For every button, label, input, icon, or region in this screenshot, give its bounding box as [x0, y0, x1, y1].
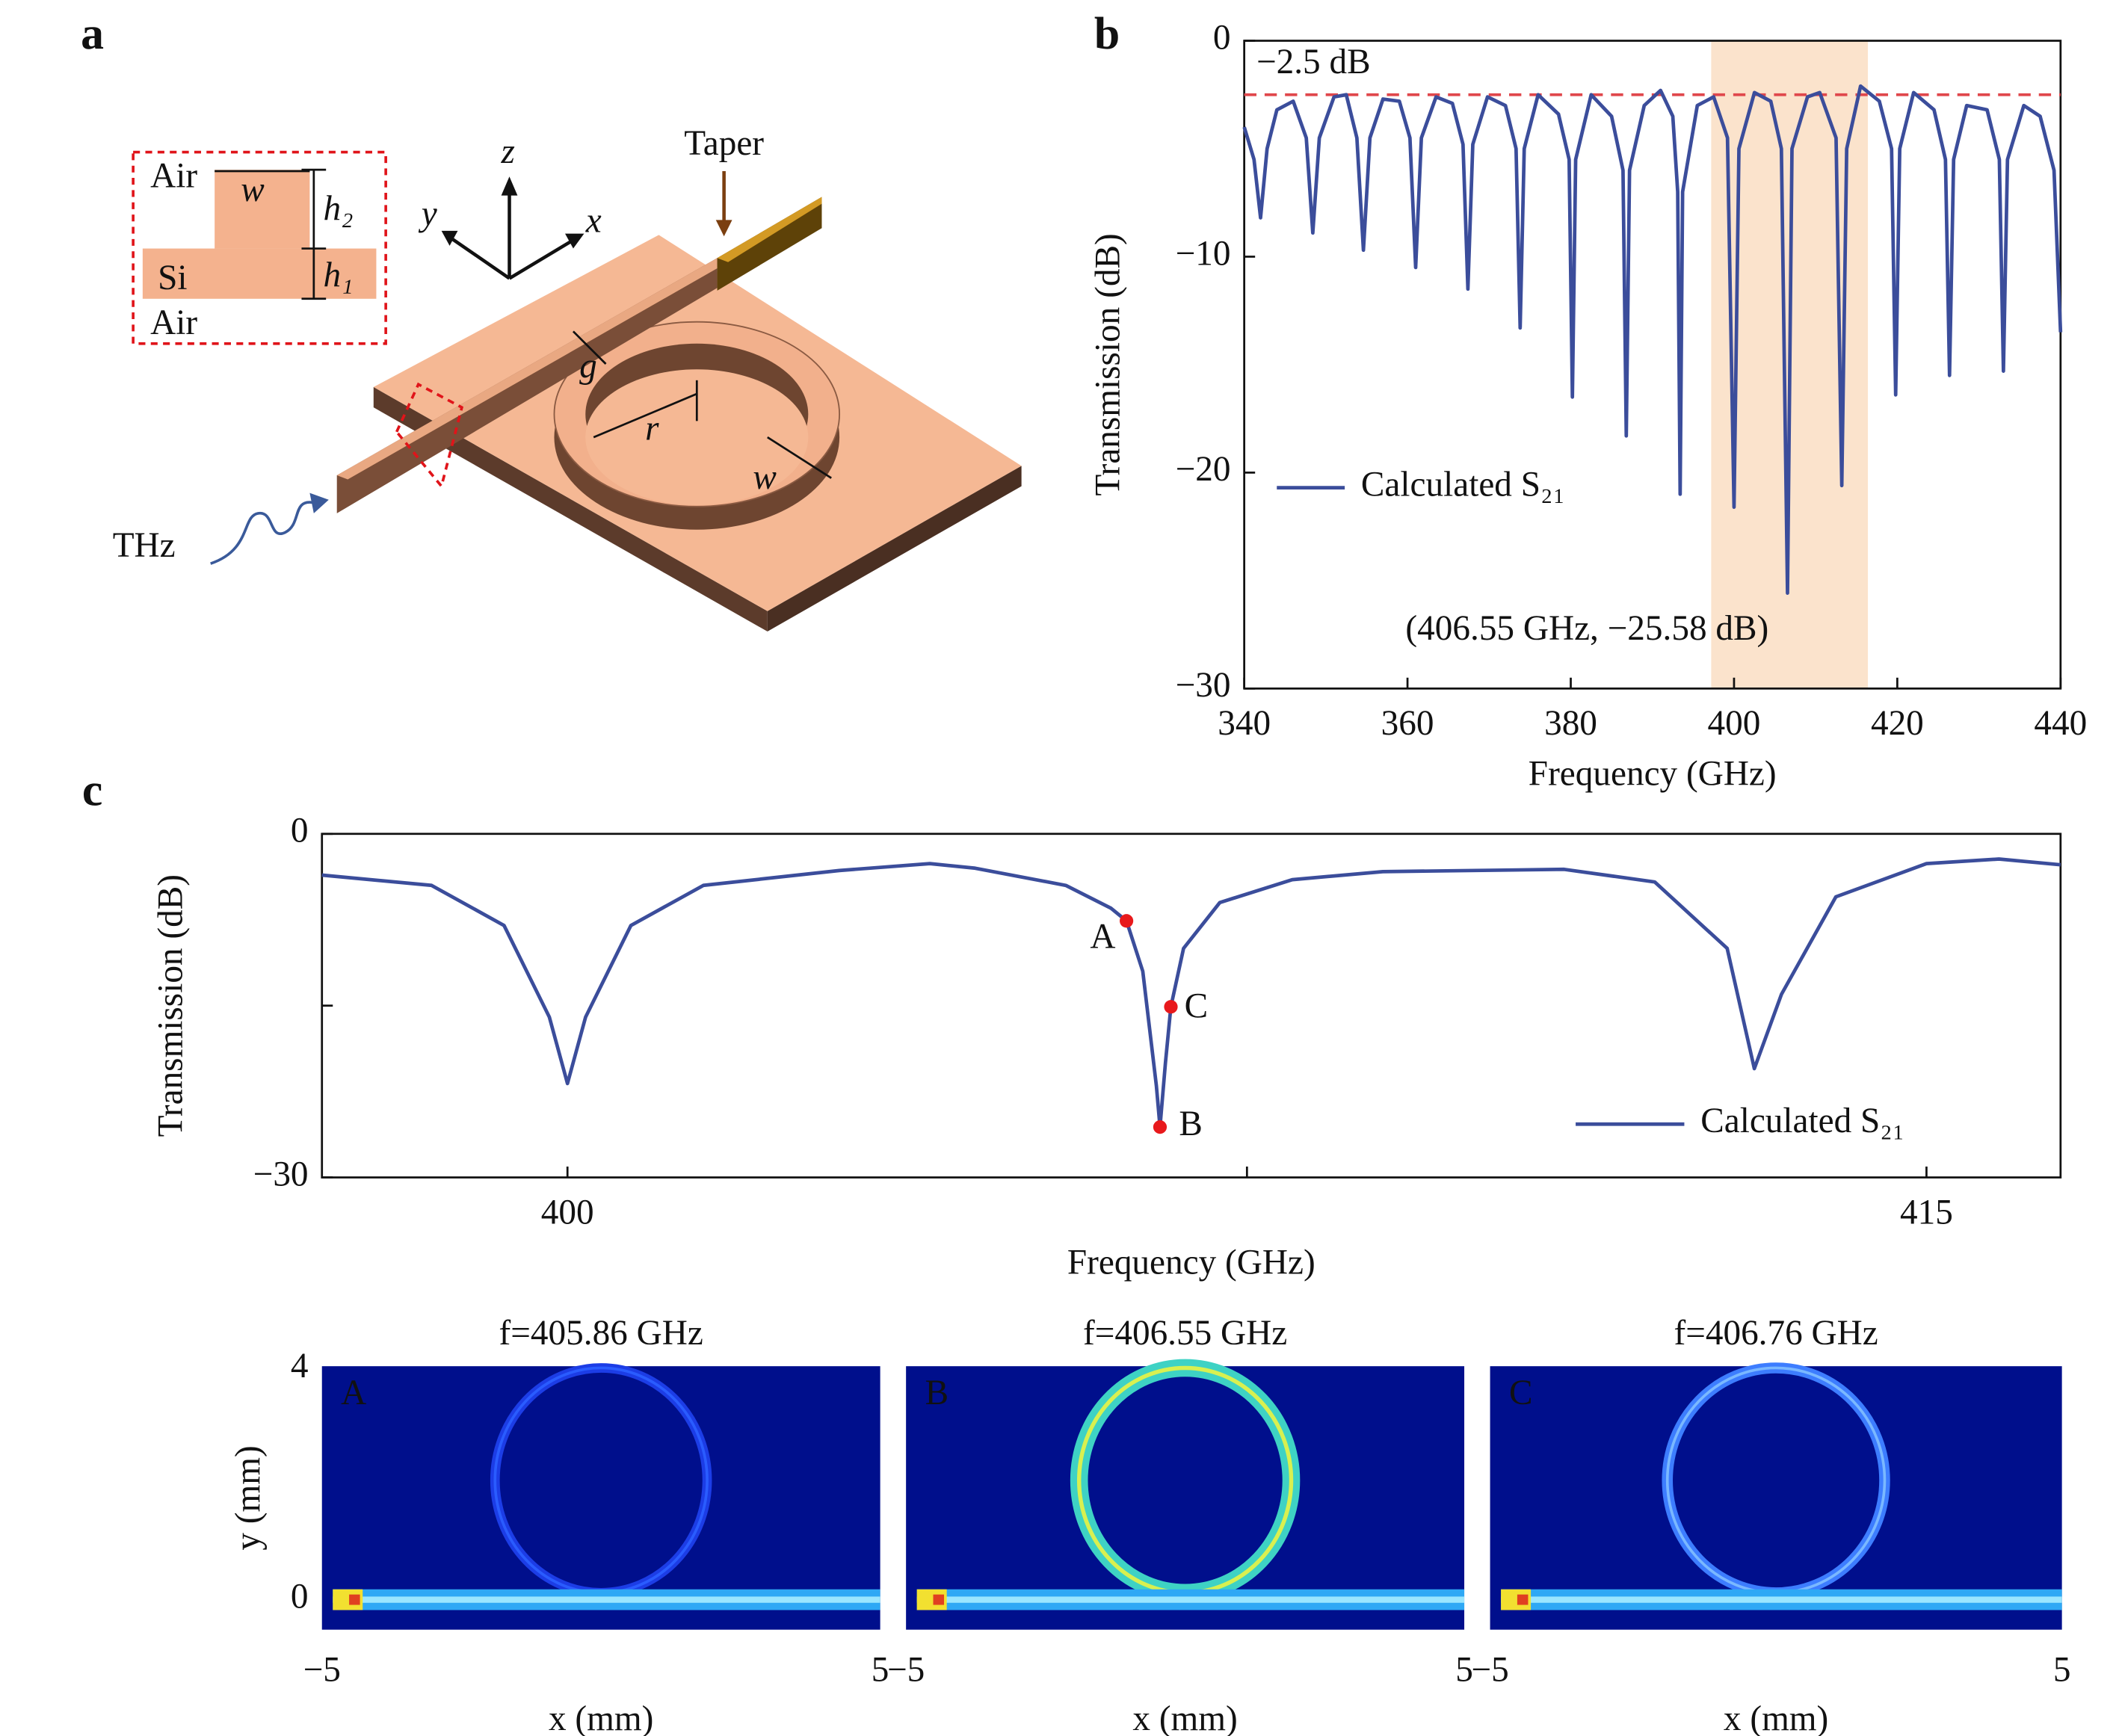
slab-side: [767, 466, 1022, 632]
x-tick-label: −5: [887, 1651, 925, 1690]
inset-slab: [142, 248, 377, 299]
y-axis-label: Transmission (dB): [1088, 233, 1127, 495]
schematic-label: w: [753, 458, 777, 497]
x-tick-label: 380: [1544, 704, 1597, 743]
axis-name: z: [500, 132, 514, 171]
y-axis: [451, 237, 511, 280]
field-source-hot: [933, 1594, 945, 1605]
annotation: (406.55 GHz, −25.58 dB): [1405, 609, 1768, 648]
map-title: f=405.86 GHz: [499, 1314, 703, 1353]
x-tick-label: 5: [872, 1651, 889, 1690]
inset-label: Si: [158, 259, 187, 297]
panel-label: c: [82, 764, 102, 815]
y-tick-label: −30: [1176, 666, 1231, 705]
inset-label: Air: [150, 303, 197, 342]
x-tick-label: 5: [2053, 1651, 2071, 1690]
cross-section-marker: [395, 382, 464, 489]
legend-label: Calculated S₂₁: [1361, 465, 1565, 504]
slab-side: [373, 386, 768, 632]
waveguide-top: [336, 258, 729, 480]
taper-top: [717, 197, 822, 262]
line-series: [1242, 84, 2063, 595]
width-dimension: [767, 436, 832, 479]
x-tick-label: 5: [1455, 1651, 1473, 1690]
x-tick-label: 400: [541, 1193, 594, 1232]
schematic-label: r: [645, 410, 659, 448]
x-tick-label: 440: [2034, 704, 2087, 743]
gap-dimension: [572, 330, 607, 365]
field-background: [321, 1366, 880, 1630]
schematic-label: THz: [113, 526, 176, 565]
thz-arrow-head: [309, 492, 329, 513]
schematic: [132, 150, 1022, 632]
marked-point: [1120, 914, 1134, 928]
y-tick-label: −30: [253, 1155, 309, 1193]
x-axis-label: Frequency (GHz): [1529, 754, 1777, 793]
inset-dimensions: [215, 168, 327, 300]
x-axis-label: x (mm): [1132, 1699, 1237, 1736]
arrow-head: [441, 230, 458, 246]
map-label: B: [925, 1374, 949, 1412]
inset-rib: [215, 170, 310, 249]
x-tick-label: −5: [303, 1651, 341, 1690]
axis-name: x: [585, 202, 602, 241]
point-label: B: [1179, 1105, 1203, 1143]
arrow-head: [565, 233, 585, 249]
ring-inner-floor: [585, 369, 809, 506]
y-tick-label: 0: [291, 1577, 309, 1616]
marked-point: [1164, 1000, 1178, 1014]
map-title: f=406.76 GHz: [1674, 1314, 1878, 1353]
x-axis-label: Frequency (GHz): [1067, 1244, 1315, 1282]
arrow-head: [501, 176, 518, 196]
x-tick-label: −5: [1471, 1651, 1508, 1690]
line-series: [321, 857, 2061, 1129]
y-tick-label: 0: [1213, 18, 1231, 57]
inset-label: h₁: [324, 256, 354, 294]
marked-point: [1153, 1120, 1168, 1134]
point-label: A: [1090, 918, 1115, 957]
thz-wave: [210, 501, 313, 565]
field-waveguide-core: [333, 1596, 880, 1603]
inset-label: w: [241, 170, 265, 209]
y-tick-label: −20: [1176, 450, 1231, 489]
y-tick-label: 4: [291, 1347, 309, 1386]
y-tick-label: 0: [291, 812, 309, 850]
point-label: C: [1185, 987, 1209, 1026]
radius-dimension: [593, 392, 697, 439]
x-tick-label: 415: [1900, 1193, 1953, 1232]
x-axis-label: x (mm): [1724, 1699, 1828, 1736]
inset-frame: [132, 150, 387, 345]
map-label: C: [1509, 1374, 1533, 1412]
reference-label: −2.5 dB: [1256, 43, 1371, 81]
plot-frame: [1243, 40, 2062, 690]
x-tick-label: 420: [1871, 704, 1924, 743]
legend-label: Calculated S₂₁: [1700, 1102, 1904, 1140]
axis-name: y: [419, 195, 437, 234]
inset-label: h₂: [324, 189, 354, 228]
schematic-label: g: [579, 347, 597, 386]
panel-label: b: [1094, 8, 1120, 59]
panel-label: a: [81, 8, 104, 59]
field-source-hot: [1517, 1594, 1529, 1605]
y-axis-label: y (mm): [229, 1445, 268, 1550]
y-tick-label: −10: [1176, 234, 1231, 273]
field-waveguide-core: [916, 1596, 1465, 1603]
inset-label: Air: [150, 157, 197, 196]
x-axis: [508, 240, 572, 280]
field-background: [1490, 1366, 2062, 1630]
x-tick-label: 400: [1708, 704, 1761, 743]
schematic-label: Taper: [684, 124, 764, 163]
x-axis-label: x (mm): [549, 1699, 653, 1736]
field-waveguide-core: [1501, 1596, 2062, 1603]
taper-arrow-head: [715, 220, 732, 237]
x-tick-label: 340: [1218, 704, 1271, 743]
taper-side: [717, 197, 822, 291]
y-axis-label: Transmission (dB): [151, 874, 190, 1137]
coordinate-axes: [451, 190, 572, 280]
field-source-hot: [349, 1594, 360, 1605]
x-tick-label: 360: [1381, 704, 1434, 743]
map-label: A: [341, 1374, 366, 1412]
map-title: f=406.55 GHz: [1083, 1314, 1287, 1353]
